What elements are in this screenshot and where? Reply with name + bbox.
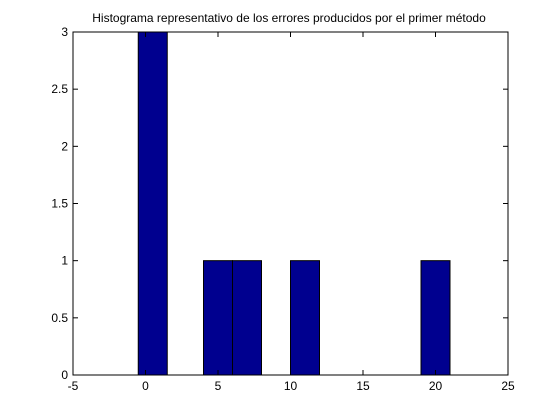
histogram-bar-3: [291, 261, 320, 375]
x-tick-label-3: 10: [284, 379, 298, 393]
x-tick-label-6: 25: [501, 379, 515, 393]
y-tick-label-2: 1: [61, 254, 68, 268]
x-tick-label-4: 15: [356, 379, 370, 393]
y-tick-label-0: 0: [61, 368, 68, 382]
y-tick-label-3: 1.5: [51, 197, 68, 211]
y-tick-label-5: 2.5: [51, 82, 68, 96]
histogram-bar-0: [138, 32, 167, 375]
y-tick-label-4: 2: [61, 139, 68, 153]
x-tick-label-5: 20: [429, 379, 443, 393]
x-tick-label-0: -5: [68, 379, 79, 393]
y-tick-label-1: 0.5: [51, 311, 68, 325]
y-tick-label-6: 3: [61, 25, 68, 39]
x-tick-label-2: 5: [215, 379, 222, 393]
histogram-bar-1: [204, 261, 233, 375]
x-tick-label-1: 0: [142, 379, 149, 393]
histogram-bar-4: [421, 261, 450, 375]
chart-title: Histograma representativo de los errores…: [92, 11, 486, 25]
histogram-bar-2: [233, 261, 262, 375]
